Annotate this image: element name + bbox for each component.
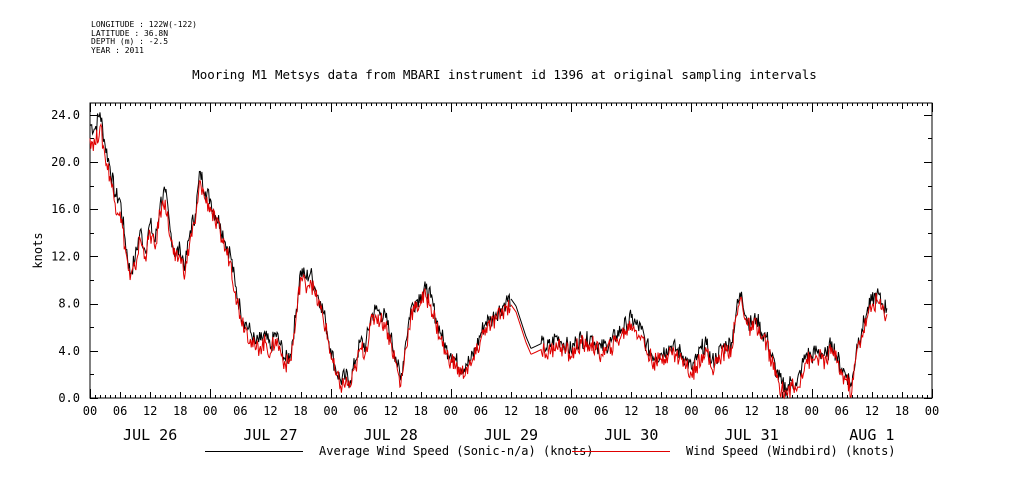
x-tick-label: 06 <box>835 404 849 418</box>
x-tick-label: 06 <box>113 404 127 418</box>
day-label: JUL 26 <box>123 426 177 444</box>
x-tick-label: 12 <box>263 404 277 418</box>
day-label: JUL 28 <box>364 426 418 444</box>
axis-ticks <box>90 103 933 399</box>
depth-text: DEPTH (m) : -2.5 <box>91 37 169 46</box>
x-tick-label: 18 <box>654 404 668 418</box>
day-label: JUL 30 <box>604 426 658 444</box>
x-tick-label: 18 <box>293 404 307 418</box>
x-tick-label: 18 <box>173 404 187 418</box>
x-tick-label: 06 <box>474 404 488 418</box>
y-tick-label: 4.0 <box>58 344 80 358</box>
x-tick-label: 12 <box>865 404 879 418</box>
day-label: JUL 27 <box>243 426 297 444</box>
day-label: JUL 31 <box>724 426 778 444</box>
x-tick-label: 12 <box>744 404 758 418</box>
x-tick-label: 00 <box>684 404 698 418</box>
y-axis-label: knots <box>31 232 45 268</box>
y-tick-label: 24.0 <box>51 108 80 122</box>
x-tick-label: 18 <box>534 404 548 418</box>
x-tick-label: 00 <box>444 404 458 418</box>
y-tick-label: 16.0 <box>51 202 80 216</box>
legend: Average Wind Speed (Sonic-n/a) (knots) W… <box>0 444 1009 464</box>
y-tick-label: 20.0 <box>51 155 80 169</box>
series-line-windbird <box>89 123 888 400</box>
y-tick-label: 8.0 <box>58 297 80 311</box>
legend-entry-sonic: Average Wind Speed (Sonic-n/a) (knots) <box>205 444 594 458</box>
x-tick-label: 00 <box>323 404 337 418</box>
x-tick-label: 18 <box>414 404 428 418</box>
x-tick-label: 00 <box>83 404 97 418</box>
x-tick-label: 06 <box>233 404 247 418</box>
day-label: AUG 1 <box>849 426 894 444</box>
day-label: JUL 29 <box>484 426 538 444</box>
x-tick-label: 06 <box>714 404 728 418</box>
x-tick-label: 12 <box>383 404 397 418</box>
x-tick-label: 06 <box>594 404 608 418</box>
metadata-block: LONGITUDE : 122W(-122) LATITUDE : 36.8N … <box>91 20 197 55</box>
y-tick-label: 0.0 <box>58 391 80 405</box>
legend-label-windbird: Wind Speed (Windbird) (knots) <box>686 444 896 458</box>
axis-labels: 0.0 4.0 8.0 12.0 16.0 20.0 24.0 knots 00 06 12 18 00… <box>31 108 939 444</box>
x-tick-label: 00 <box>925 404 939 418</box>
x-tick-label: 18 <box>895 404 909 418</box>
x-tick-label: 00 <box>564 404 578 418</box>
x-tick-label: 00 <box>203 404 217 418</box>
x-tick-label: 12 <box>624 404 638 418</box>
year-text: YEAR : 2011 <box>91 45 144 55</box>
series-line-sonic <box>89 112 888 397</box>
longitude-text: LONGITUDE : 122W(-122) <box>91 20 197 29</box>
wind-speed-chart: 0.0 4.0 8.0 12.0 16.0 20.0 24.0 knots 00 06 12 18 00… <box>31 102 939 444</box>
x-tick-label: 12 <box>504 404 518 418</box>
chart-title: Mooring M1 Metsys data from MBARI instru… <box>192 67 817 82</box>
x-tick-label: 06 <box>353 404 367 418</box>
legend-swatch-windbird <box>572 451 670 452</box>
legend-swatch-sonic <box>205 451 303 452</box>
y-tick-label: 12.0 <box>51 249 80 263</box>
legend-label-sonic: Average Wind Speed (Sonic-n/a) (knots) <box>319 444 594 458</box>
x-tick-label: 00 <box>804 404 818 418</box>
x-tick-label: 12 <box>143 404 157 418</box>
latitude-text: LATITUDE : 36.8N <box>91 28 169 38</box>
legend-entry-windbird: Wind Speed (Windbird) (knots) <box>572 444 896 458</box>
series-layer <box>89 112 888 400</box>
x-tick-label: 18 <box>774 404 788 418</box>
